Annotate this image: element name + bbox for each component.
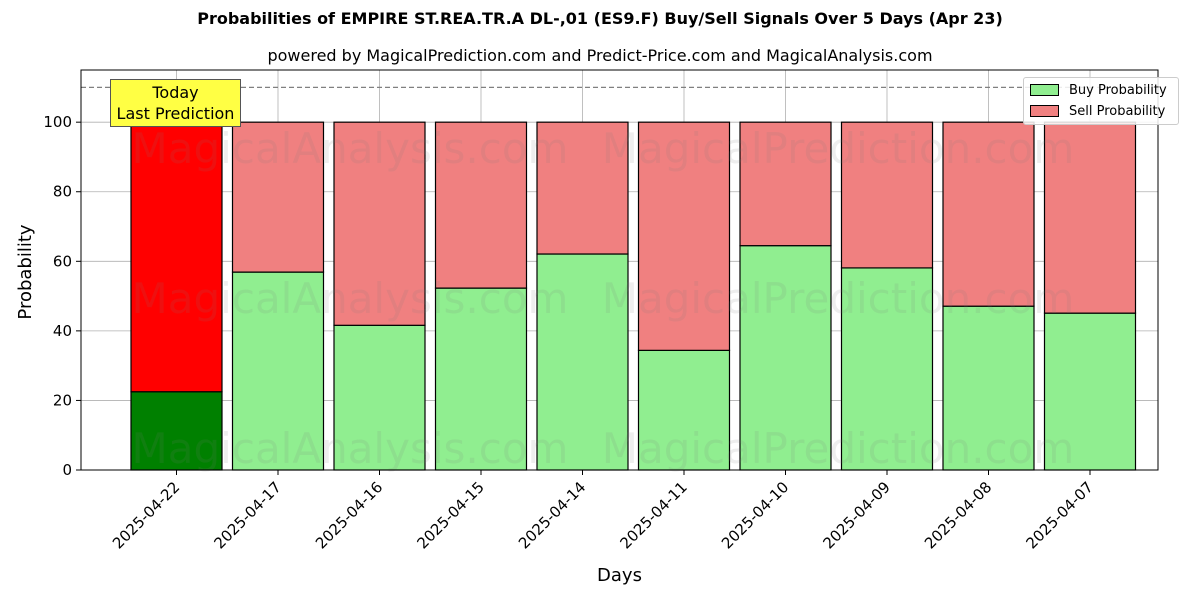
buy-bar [637, 349, 731, 471]
legend-buy-label: Buy Probability [1069, 82, 1167, 98]
annotation-line1: Today [152, 83, 199, 102]
y-tick-label: 100 [43, 113, 72, 131]
x-tick-label: 2025-04-15 [413, 478, 487, 552]
x-tick-label: 2025-04-11 [616, 478, 690, 552]
x-tick-label: 2025-04-16 [312, 478, 386, 552]
y-tick-label: 60 [53, 252, 72, 270]
watermark: MagicalAnalysis.com [132, 124, 569, 173]
watermark: MagicalAnalysis.com [132, 424, 569, 473]
legend-item-sell: Sell Probability [1030, 103, 1165, 119]
sell-bar [536, 121, 629, 255]
buy-bar [434, 287, 528, 471]
sell-bar [231, 121, 325, 273]
y-tick-label: 20 [53, 391, 72, 409]
sell-bar [333, 121, 426, 326]
watermark: MagicalAnalysis.com [132, 274, 569, 323]
buy-bar [1043, 312, 1137, 471]
chart-subtitle: powered by MagicalPrediction.com and Pre… [267, 46, 933, 65]
sell-bar [739, 121, 832, 247]
legend-sell-label: Sell Probability [1069, 103, 1166, 119]
sell-bar [840, 121, 934, 269]
annotation-line2: Last Prediction [116, 104, 235, 123]
sell-bar [130, 121, 223, 393]
legend-item-buy: Buy Probability [1030, 82, 1167, 98]
y-tick-label: 80 [53, 183, 72, 201]
x-tick-label: 2025-04-07 [1022, 478, 1096, 552]
x-tick-label: 2025-04-10 [718, 478, 792, 552]
sell-bar [637, 121, 731, 351]
sell-bar [942, 121, 1035, 307]
buy-bar [333, 324, 426, 471]
sell-swatch-icon [1030, 105, 1059, 117]
legend: Buy Probability Sell Probability [1023, 77, 1179, 125]
buy-bar [840, 267, 934, 471]
sell-bar [434, 121, 528, 289]
y-axis-label: Probability [15, 224, 36, 319]
sell-bar [1043, 121, 1137, 314]
x-tick-label: 2025-04-09 [819, 478, 893, 552]
watermark: MagicalPrediction.com [602, 124, 1075, 173]
x-tick-label: 2025-04-22 [109, 478, 183, 552]
watermark: MagicalPrediction.com [602, 274, 1075, 323]
buy-swatch-icon [1030, 84, 1059, 96]
buy-bar [739, 245, 832, 471]
plot-frame [80, 69, 1159, 471]
today-annotation: Today Last Prediction [110, 79, 241, 127]
x-axis-label: Days [597, 565, 642, 586]
buy-bar [130, 391, 223, 471]
buy-bar [942, 305, 1035, 471]
y-tick-label: 0 [62, 461, 72, 479]
watermark: MagicalPrediction.com [602, 424, 1075, 473]
y-tick-label: 40 [53, 322, 72, 340]
x-tick-label: 2025-04-14 [515, 478, 589, 552]
x-tick-label: 2025-04-17 [210, 478, 284, 552]
buy-bar [231, 271, 325, 471]
x-tick-label: 2025-04-08 [921, 478, 995, 552]
buy-bar [536, 253, 629, 471]
chart-title: Probabilities of EMPIRE ST.REA.TR.A DL-,… [197, 9, 1003, 28]
